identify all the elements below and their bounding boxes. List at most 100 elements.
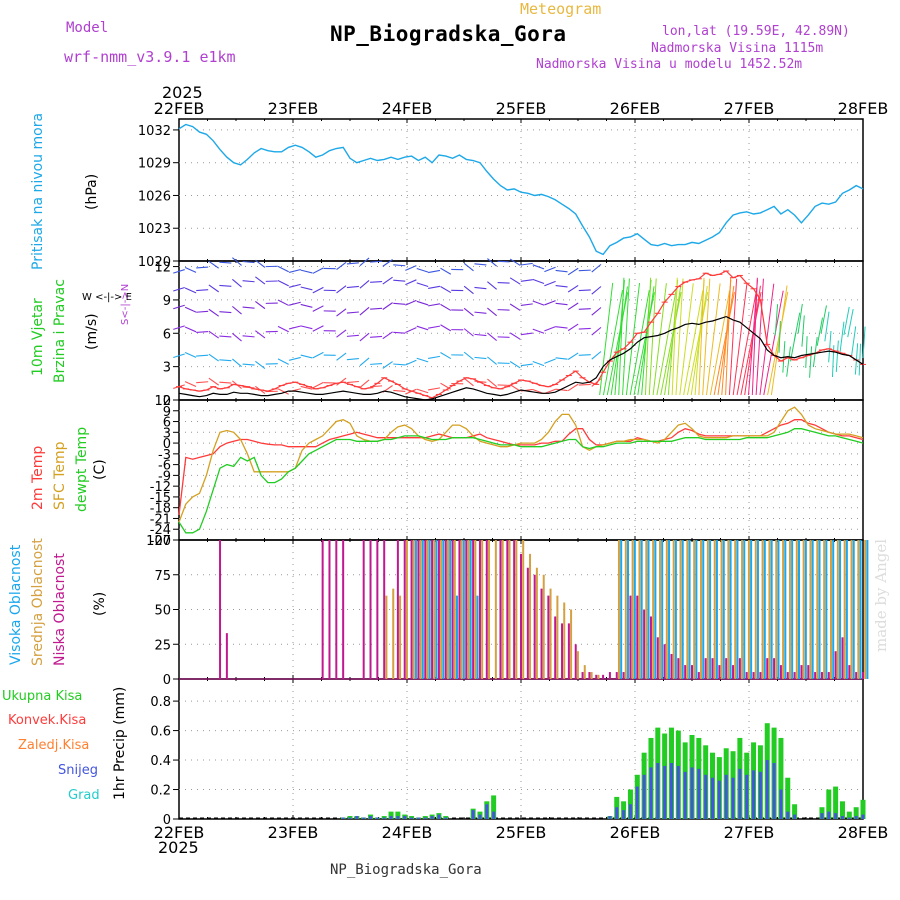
wind-arrow-strong	[618, 277, 625, 396]
wind-arrow	[219, 381, 232, 384]
cloud-label-low: Niska Oblacnost	[52, 553, 68, 666]
wind-arrow	[532, 328, 545, 334]
wind-arrow	[255, 360, 266, 369]
wind-arrow-strong	[835, 340, 839, 372]
top-day-axis: 22FEB 23FEB 24FEB 25FEB 26FEB 27FEB 28FEB	[154, 99, 889, 118]
snow-precip-bar	[765, 760, 769, 819]
wind-arrow	[532, 360, 545, 367]
pressure-unit: (hPa)	[84, 174, 100, 210]
top-day-label: 27FEB	[724, 99, 775, 118]
wind-arrow	[520, 332, 533, 336]
wind-arrow	[173, 286, 185, 292]
wind-arrow	[208, 377, 220, 386]
total-precip-bar	[388, 811, 394, 819]
snow-precip-bar	[738, 768, 742, 819]
wind-arrow	[440, 285, 452, 294]
snow-precip-bar	[430, 816, 434, 819]
wind-arrow	[346, 262, 359, 265]
wind-arrow	[509, 258, 521, 266]
wind-arrow	[346, 358, 359, 361]
wind-arrow	[591, 378, 602, 387]
legend-hail: Grad	[68, 788, 100, 803]
wind-arrow-strong	[698, 277, 705, 396]
wind-arrow	[208, 284, 220, 293]
legend-snow: Snijeg	[58, 763, 98, 778]
temp-label-dewpt: dewpt Temp	[74, 427, 90, 512]
snow-precip-bar	[745, 774, 749, 819]
wind-arrow	[173, 304, 185, 310]
wind-arrow	[463, 307, 474, 317]
wind-arrow	[555, 302, 568, 306]
snow-precip-bar	[840, 816, 844, 819]
snow-precip-bar	[615, 807, 619, 819]
wind-arrow	[428, 325, 441, 329]
wind-arrow	[370, 335, 383, 338]
wind-arrow-strong	[656, 290, 677, 396]
station-title: NP_Biogradska_Gora	[330, 22, 567, 46]
top-year-label: 2025	[162, 83, 203, 102]
wind-arrow	[242, 280, 255, 283]
wind-arrow	[428, 355, 441, 360]
wind-arrow	[312, 351, 324, 359]
credit-text: made by Angel	[872, 539, 890, 652]
wind-arrow	[312, 305, 324, 312]
wind-arrow	[359, 257, 370, 267]
y-tick-label: 6	[163, 327, 171, 342]
wind-arrow	[232, 305, 242, 315]
snow-precip-bar	[786, 811, 790, 819]
wind-arrow	[567, 284, 579, 293]
y-tick-label: -12	[150, 480, 171, 495]
precip-label: 1hr Precip (mm)	[112, 687, 128, 800]
wind-arrow	[416, 357, 429, 363]
snow-precip-bar	[396, 816, 400, 819]
wind-arrow	[416, 282, 429, 288]
temp-2m-line	[178, 419, 864, 515]
cloud-label-high: Visoka Oblacnost	[8, 544, 24, 665]
wind-arrow-strong	[763, 290, 784, 396]
wind-arrow-strong	[809, 346, 813, 378]
wind-arrow	[300, 354, 313, 359]
snow-precip-bar	[375, 817, 379, 819]
wind-arrow	[370, 280, 383, 283]
wind-arrow	[532, 278, 545, 284]
wind-arrow	[463, 285, 474, 295]
wind-arrow-strong	[786, 346, 791, 377]
wind-arrow	[532, 264, 545, 270]
wind-arrow	[416, 325, 429, 331]
wind-arrow-strong	[847, 309, 854, 338]
wind-arrow	[544, 358, 556, 364]
bottom-year-label: 2025	[158, 838, 199, 857]
wind-arrow	[509, 277, 521, 285]
y-tick-label: 3	[163, 361, 171, 376]
y-tick-label: 0	[163, 673, 171, 688]
wind-arrow	[416, 267, 429, 273]
wind-arrow	[232, 332, 242, 342]
wind-arrow	[497, 282, 510, 284]
wind-arrow	[440, 267, 452, 275]
wind-arrow-strong	[816, 317, 823, 346]
wind-compass-ew: W <-|-> E	[82, 292, 132, 303]
wind-arrow	[184, 381, 197, 387]
wind-arrow	[300, 385, 313, 390]
wind-arrow	[359, 280, 370, 289]
wind-arrow	[487, 356, 498, 365]
snow-precip-bar	[663, 765, 667, 819]
wind-arrow-strong	[812, 336, 818, 368]
bottom-day-label: 26FEB	[610, 823, 661, 842]
wind-arrow-strong	[774, 304, 779, 336]
wind-arrow	[544, 300, 556, 306]
wind-arrow	[567, 302, 579, 311]
chart-kind: Meteogram	[520, 0, 602, 18]
wind-arrow-strong	[751, 277, 758, 396]
y-tick-label: 0.6	[150, 725, 171, 740]
wind-arrow-strong	[767, 291, 789, 396]
wind-arrow-strong	[839, 321, 845, 352]
snow-precip-bar	[649, 767, 653, 819]
wind-arrow	[346, 285, 359, 289]
wind-arrow	[300, 303, 313, 308]
top-day-label: 23FEB	[268, 99, 319, 118]
snow-precip-bar	[683, 771, 687, 819]
wind-arrow	[336, 329, 347, 338]
total-precip-bar	[491, 795, 497, 819]
